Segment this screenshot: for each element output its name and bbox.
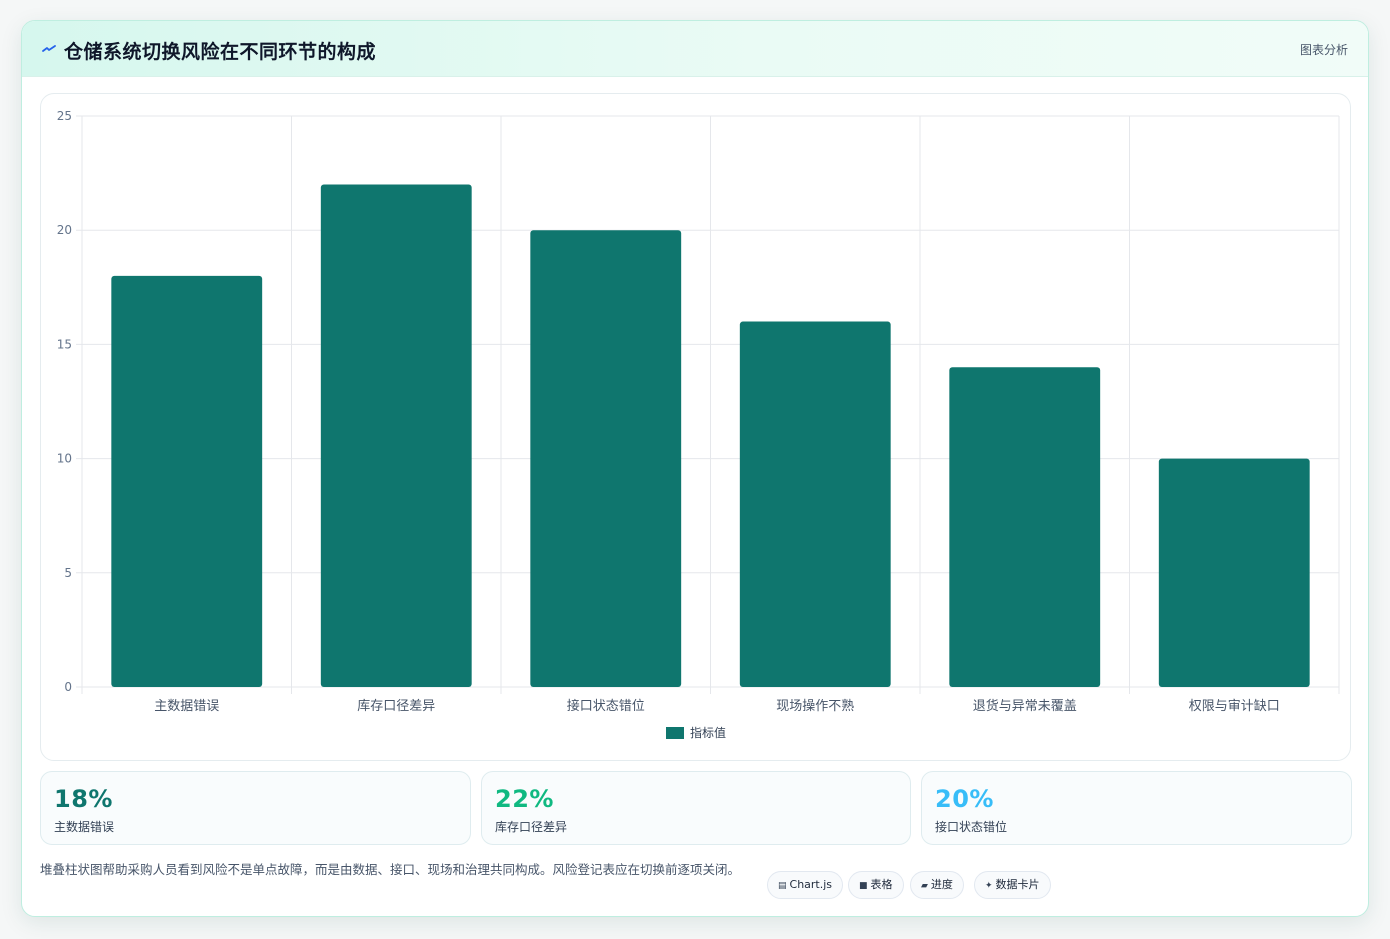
progress-icon: ▰ bbox=[921, 881, 928, 891]
chip-chartjs[interactable]: ▤ Chart.js bbox=[767, 871, 844, 899]
stat-card-1: 18% 主数据错误 bbox=[40, 771, 471, 845]
x-tick-label: 权限与审计缺口 bbox=[1189, 698, 1280, 714]
bar bbox=[320, 184, 472, 687]
chart-card: 0 5 10 15 20 25 主数据错误 库存口径差异 接口状态错位 现场操作不熟 退货与异常未覆… bbox=[40, 93, 1351, 761]
chart-panel: 仓储系统切换风险在不同环节的构成 图表分析 0 5 10 15 20 25 主数据错误 库存口… bbox=[21, 20, 1369, 917]
chip-table[interactable]: ■ 表格 bbox=[848, 871, 904, 899]
y-tick-label: 5 bbox=[64, 566, 72, 580]
stat-value: 20% bbox=[935, 785, 994, 813]
sparkle-icon: ✦ bbox=[985, 881, 993, 891]
chip-progress[interactable]: ▰ 进度 bbox=[910, 871, 964, 899]
page-title: 仓储系统切换风险在不同环节的构成 bbox=[64, 41, 377, 63]
chip-label: Chart.js bbox=[789, 878, 833, 891]
stat-card-3: 20% 接口状态错位 bbox=[921, 771, 1352, 845]
x-tick-label: 退货与异常未覆盖 bbox=[973, 698, 1077, 714]
panel-header: 仓储系统切换风险在不同环节的构成 图表分析 bbox=[22, 21, 1368, 77]
legend-label: 指标值 bbox=[690, 725, 726, 740]
y-tick-label: 20 bbox=[57, 223, 72, 237]
x-tick-label: 现场操作不熟 bbox=[776, 698, 854, 714]
bar bbox=[530, 230, 682, 687]
chart-analysis-tag: 图表分析 bbox=[1299, 43, 1348, 57]
chart-icon: ▤ bbox=[778, 881, 787, 891]
stat-value: 18% bbox=[54, 785, 113, 813]
bar bbox=[1158, 458, 1310, 687]
bar bbox=[739, 321, 891, 687]
table-icon: ■ bbox=[859, 881, 868, 891]
y-tick-label: 0 bbox=[64, 680, 72, 694]
x-tick-label: 接口状态错位 bbox=[567, 698, 645, 714]
chip-label: 表格 bbox=[870, 878, 893, 891]
footnote-text: 堆叠柱状图帮助采购人员看到风险不是单点故障，而是由数据、接口、现场和治理共同构成… bbox=[40, 862, 741, 877]
bar bbox=[111, 275, 263, 687]
stat-label: 主数据错误 bbox=[54, 820, 115, 834]
stat-label: 库存口径差异 bbox=[495, 820, 568, 834]
stat-label: 接口状态错位 bbox=[935, 820, 1008, 834]
x-tick-label: 库存口径差异 bbox=[357, 698, 435, 714]
bar-chart: 0 5 10 15 20 25 主数据错误 库存口径差异 接口状态错位 现场操作不熟 退货与异常未覆… bbox=[57, 109, 1340, 740]
bar bbox=[949, 367, 1101, 687]
x-tick-label: 主数据错误 bbox=[154, 699, 219, 714]
y-tick-label: 15 bbox=[57, 337, 72, 351]
stat-card-2: 22% 库存口径差异 bbox=[481, 771, 911, 845]
chip-data-card[interactable]: ✦ 数据卡片 bbox=[974, 871, 1051, 899]
y-tick-label: 10 bbox=[57, 452, 72, 466]
chip-label: 数据卡片 bbox=[995, 878, 1040, 891]
y-tick-label: 25 bbox=[57, 109, 72, 123]
legend-swatch bbox=[666, 727, 684, 739]
stat-value: 22% bbox=[495, 785, 554, 813]
lightning-icon bbox=[42, 45, 56, 52]
chip-label: 进度 bbox=[930, 878, 953, 891]
